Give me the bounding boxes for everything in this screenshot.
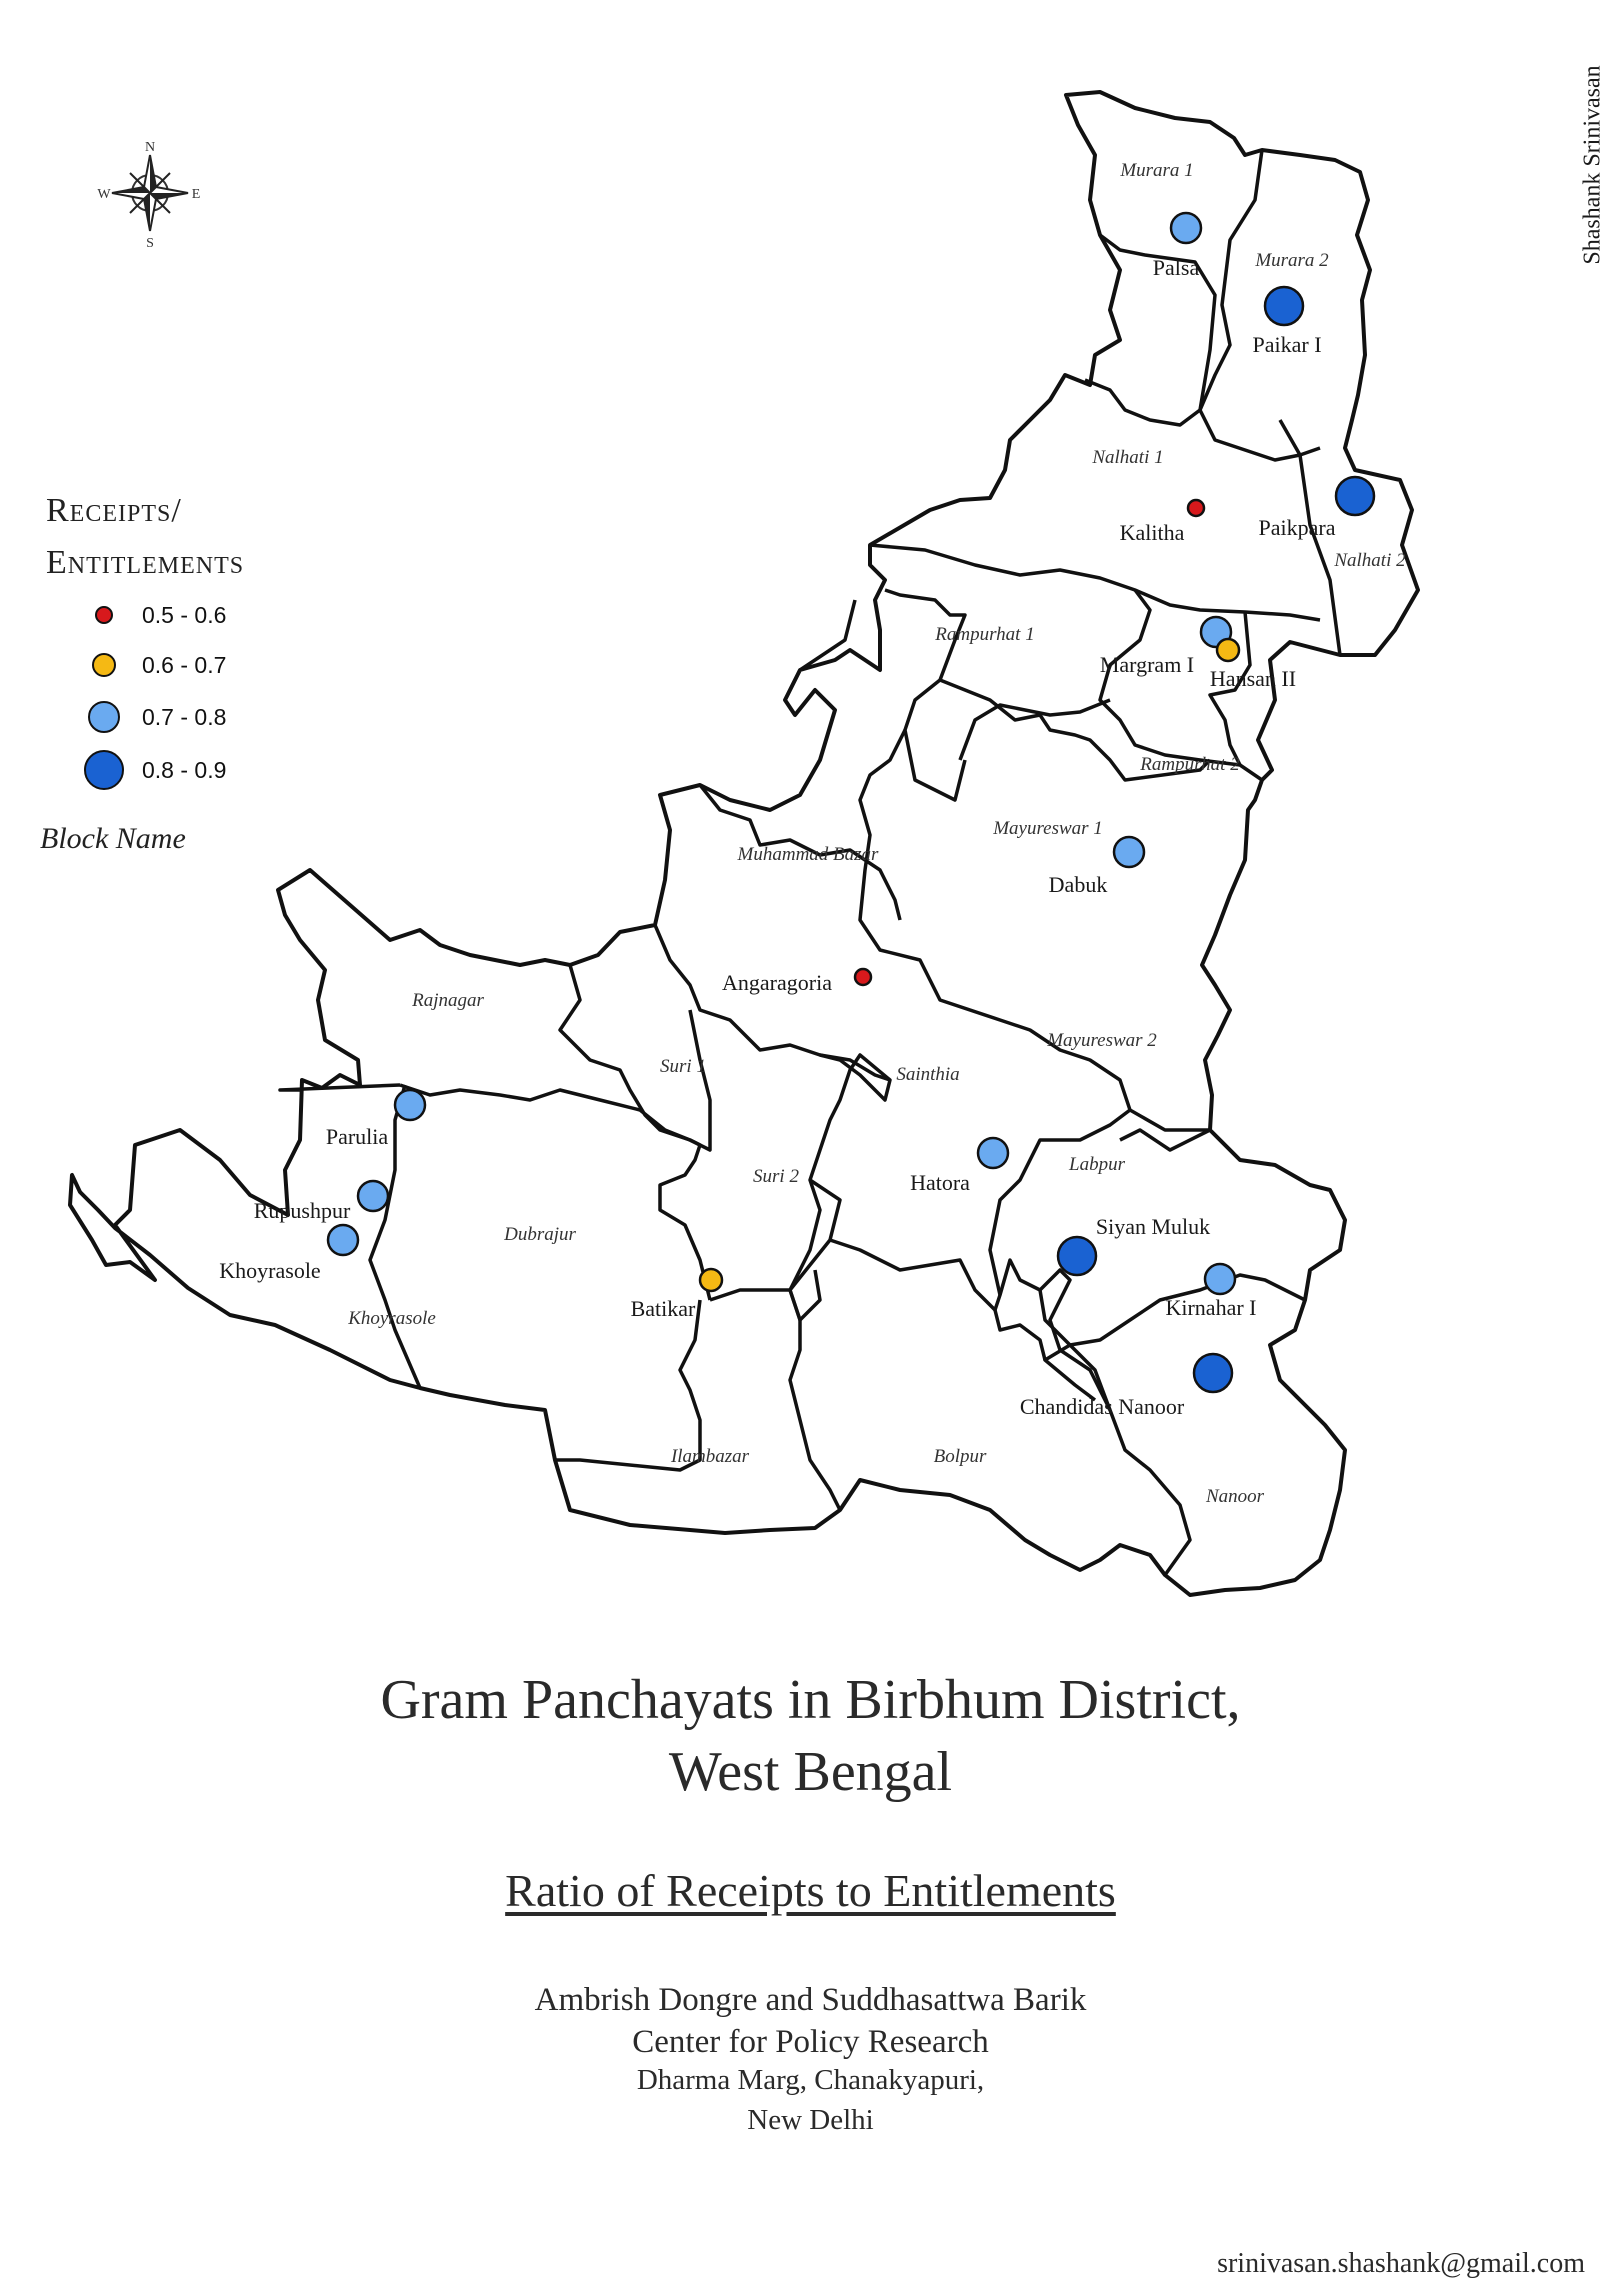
block-label: Bolpur — [934, 1446, 987, 1467]
legend-block-name: Block Name — [40, 822, 186, 855]
compass-s: S — [146, 236, 154, 251]
address-line2: New Delhi — [747, 2104, 874, 2136]
gp-marker-hansan-ii — [1215, 637, 1241, 663]
legend-title-line1: Receipts/ — [46, 492, 182, 529]
organization: Center for Policy Research — [632, 2024, 989, 2060]
gp-marker-palsa — [1169, 211, 1203, 245]
gp-label: Paikpara — [1259, 515, 1336, 540]
address-line1: Dharma Marg, Chanakyapuri, — [636, 2064, 985, 2096]
block-label: Rajnagar — [411, 990, 484, 1011]
gp-marker-dabuk — [1112, 835, 1146, 869]
credit: Shashank Srinivasan — [1579, 65, 1606, 265]
legend-row: 0.7 - 0.8 — [82, 697, 226, 737]
gp-marker-angaragoria — [853, 967, 873, 987]
gp-marker-paikpara — [1334, 475, 1376, 517]
gp-label: Margram I — [1100, 652, 1194, 677]
gp-marker-hatora — [976, 1136, 1010, 1170]
block-label: Nanoor — [1205, 1486, 1265, 1507]
district-outline — [68, 90, 1420, 1597]
gp-marker-chandidas-nanoor — [1192, 1352, 1234, 1394]
gp-label: Rupushpur — [254, 1198, 351, 1223]
block-label: Khoyrasole — [347, 1308, 436, 1329]
contact-email: srinivasan.shashank@gmail.com — [1217, 2248, 1585, 2279]
legend-swatch — [88, 701, 120, 733]
gp-label: Khoyrasole — [219, 1258, 320, 1283]
legend-label: 0.6 - 0.7 — [142, 651, 227, 678]
gp-label: Chandidas Nanoor — [1020, 1394, 1185, 1419]
legend-label: 0.8 - 0.9 — [142, 756, 227, 783]
block-labels: Murara 1 Murara 2 Nalhati 1 Nalhati 2 Ra… — [347, 160, 1406, 1507]
gp-label: Kalitha — [1120, 520, 1185, 545]
authors: Ambrish Dongre and Suddhasattwa Barik — [534, 1982, 1087, 2018]
gp-marker-siyan-muluk — [1056, 1235, 1098, 1277]
gp-marker-rupushpur — [356, 1179, 390, 1213]
page-title-line1: Gram Panchayats in Birbhum District, — [380, 1669, 1241, 1731]
compass-w: W — [97, 187, 111, 202]
page-title-line2: West Bengal — [668, 1741, 953, 1803]
block-borders — [278, 149, 1342, 1577]
block-label: Suri 2 — [753, 1166, 799, 1187]
block-label: Mayureswar 1 — [992, 818, 1103, 839]
block-label: Murara 2 — [1254, 250, 1329, 271]
gp-label: Angaragoria — [722, 970, 832, 995]
legend-label: 0.5 - 0.6 — [142, 601, 227, 628]
gp-label: Hatora — [910, 1170, 970, 1195]
block-label: Suri 1 — [660, 1056, 706, 1077]
gp-label: Dabuk — [1049, 872, 1108, 897]
legend-label: 0.7 - 0.8 — [142, 703, 227, 730]
legend-row: 0.6 - 0.7 — [82, 645, 226, 685]
block-label: Nalhati 2 — [1333, 550, 1406, 571]
gp-label: Palsa — [1153, 255, 1200, 280]
gp-marker-parulia — [393, 1088, 427, 1122]
block-label: Murara 1 — [1119, 160, 1193, 181]
block-label: Muhammad Bazar — [737, 844, 880, 865]
page-subtitle: Ratio of Receipts to Entitlements — [505, 1865, 1116, 1916]
compass-e: E — [192, 187, 201, 202]
block-label: Rampurhat 1 — [934, 624, 1034, 645]
compass-rose-icon: N S E W — [97, 140, 200, 251]
legend-row: 0.8 - 0.9 — [82, 750, 226, 790]
legend-swatch — [84, 750, 124, 790]
legend-title: Receipts/ Entitlements — [46, 485, 244, 589]
legend-swatch — [95, 606, 113, 624]
gp-label: Siyan Muluk — [1096, 1214, 1210, 1239]
gp-marker-kirnahar-i — [1203, 1262, 1237, 1296]
gp-marker-paikar-i — [1263, 285, 1305, 327]
legend-title-line2: Entitlements — [46, 544, 245, 581]
legend-swatch — [92, 653, 116, 677]
gp-marker-batikar — [698, 1267, 724, 1293]
gp-label: Parulia — [326, 1124, 389, 1149]
gram-panchayat-markers: Palsa Paikar I Kalitha Paikpara Margram … — [219, 211, 1376, 1419]
legend-row: 0.5 - 0.6 — [82, 595, 226, 635]
block-label: Nalhati 1 — [1091, 447, 1163, 468]
gp-marker-kalitha — [1186, 498, 1206, 518]
block-label: Labpur — [1068, 1154, 1126, 1175]
block-label: Dubrajur — [503, 1224, 576, 1245]
gp-label: Kirnahar I — [1165, 1295, 1256, 1320]
block-label: Rampurhat 2 — [1139, 754, 1240, 775]
gp-marker-khoyrasole — [326, 1223, 360, 1257]
block-label: Sainthia — [896, 1064, 959, 1085]
block-label: Ilambazar — [670, 1446, 750, 1467]
gp-label: Paikar I — [1252, 332, 1321, 357]
compass-n: N — [145, 140, 155, 155]
gp-label: Hansan II — [1210, 666, 1296, 691]
block-label: Mayureswar 2 — [1046, 1030, 1157, 1051]
gp-label: Batikar — [631, 1296, 696, 1321]
